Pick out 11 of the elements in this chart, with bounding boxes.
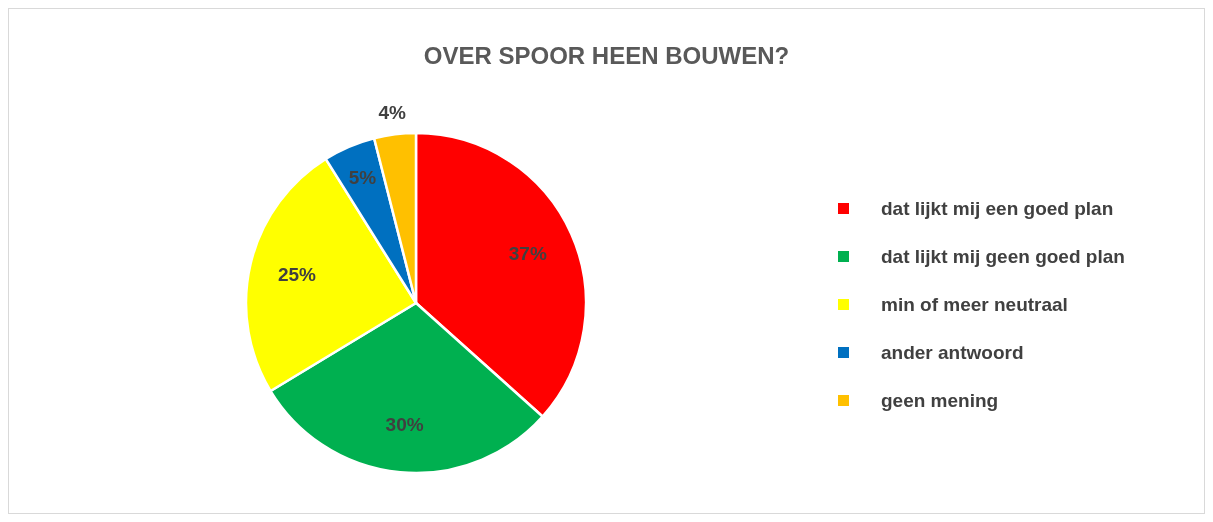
chart-title: OVER SPOOR HEEN BOUWEN? (423, 41, 790, 69)
legend-label: dat lijkt mij geen goed plan (881, 245, 1125, 267)
legend-label: dat lijkt mij een goed plan (881, 197, 1114, 219)
data-label: 25% (277, 264, 317, 286)
data-label: 37% (508, 242, 547, 264)
data-label: 4% (378, 101, 407, 123)
legend-label: min of meer neutraal (881, 293, 1068, 315)
data-label: 5% (348, 167, 377, 189)
legend-label: geen mening (881, 389, 999, 411)
data-label: 30% (385, 414, 424, 436)
legend-label: ander antwoord (881, 341, 1024, 363)
